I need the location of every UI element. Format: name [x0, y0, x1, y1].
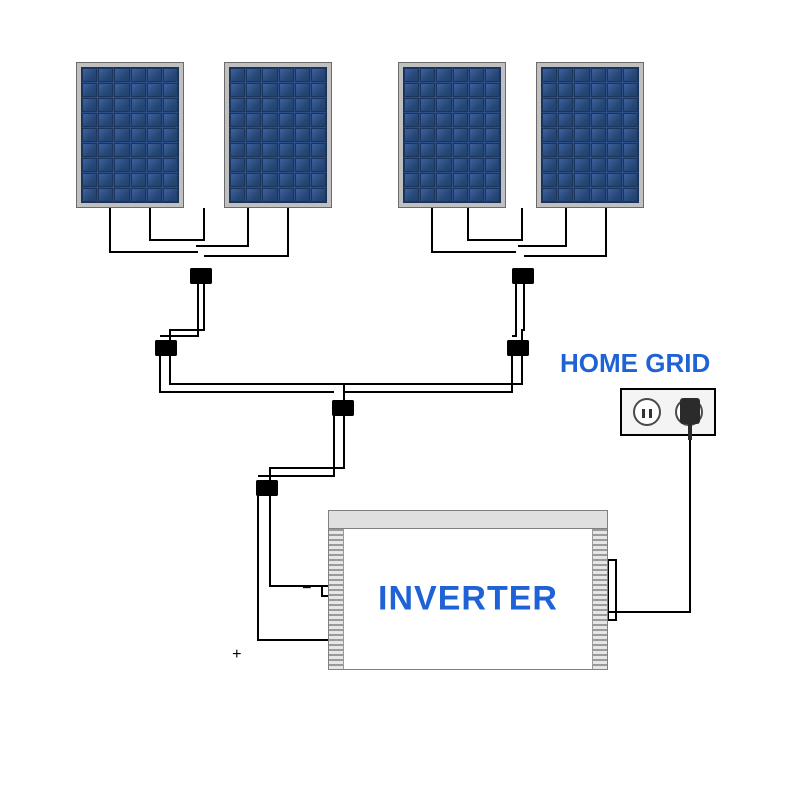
solar-panel — [536, 62, 644, 208]
mc4-connector-icon — [512, 268, 534, 284]
solar-panel — [76, 62, 184, 208]
dc-minus-label: − — [302, 580, 312, 598]
outlet-socket-icon — [633, 398, 661, 426]
power-plug-icon — [680, 398, 700, 424]
solar-panel — [224, 62, 332, 208]
mc4-connector-icon — [507, 340, 529, 356]
home-grid-outlet — [620, 388, 716, 436]
inverter-body: INVERTER — [328, 528, 608, 670]
inverter-top-fins — [328, 510, 608, 528]
inverter-label: INVERTER — [329, 580, 607, 619]
home-grid-label: HOME GRID — [560, 348, 710, 379]
mc4-connector-icon — [332, 400, 354, 416]
inverter: INVERTER — [328, 510, 608, 670]
diagram-canvas: INVERTER HOME GRID − + — [0, 0, 800, 800]
mc4-connector-icon — [155, 340, 177, 356]
mc4-connector-icon — [256, 480, 278, 496]
mc4-connector-icon — [190, 268, 212, 284]
solar-panel — [398, 62, 506, 208]
dc-plus-label: + — [232, 646, 242, 664]
